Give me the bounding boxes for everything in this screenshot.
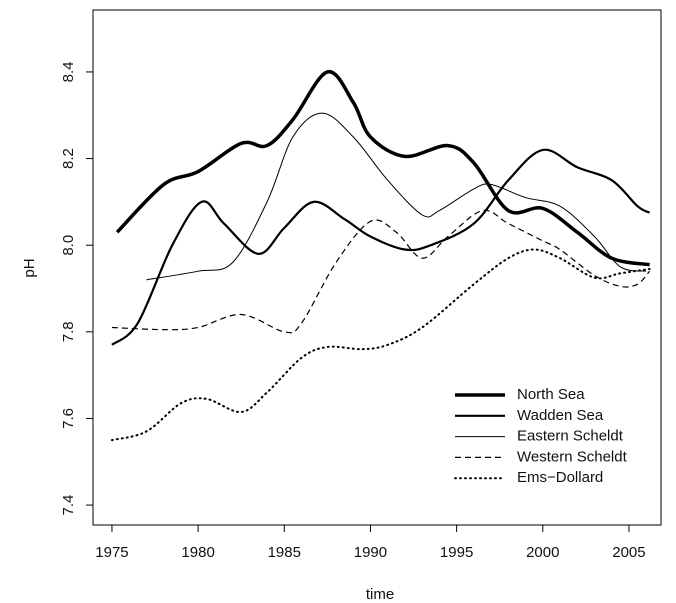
y-tick-label: 7.6 bbox=[60, 408, 77, 429]
y-axis-label: pH bbox=[21, 258, 38, 277]
x-tick-label: 1980 bbox=[181, 544, 214, 561]
legend-label: North Sea bbox=[517, 386, 585, 403]
series-line bbox=[110, 248, 651, 442]
x-tick-label: 1985 bbox=[268, 544, 301, 561]
plot-frame bbox=[92, 9, 662, 526]
x-tick-label: 1990 bbox=[354, 544, 387, 561]
legend-label: Ems−Dollard bbox=[517, 469, 603, 486]
series-line bbox=[115, 70, 650, 267]
y-tick-label: 7.4 bbox=[60, 495, 77, 516]
series-line bbox=[111, 209, 651, 334]
series-line bbox=[146, 112, 647, 281]
x-tick-label: 2005 bbox=[612, 544, 645, 561]
legend-label: Wadden Sea bbox=[517, 407, 604, 424]
legend-label: Eastern Scheldt bbox=[517, 428, 624, 445]
x-tick-label: 2000 bbox=[526, 544, 559, 561]
y-tick-label: 8.2 bbox=[60, 148, 77, 169]
series-line bbox=[111, 148, 651, 346]
y-tick-label: 8.4 bbox=[60, 62, 77, 83]
y-tick-label: 8.0 bbox=[60, 235, 77, 256]
y-tick-label: 7.8 bbox=[60, 321, 77, 342]
x-tick-label: 1975 bbox=[95, 544, 128, 561]
legend-label: Western Scheldt bbox=[517, 448, 628, 465]
x-tick-label: 1995 bbox=[440, 544, 473, 561]
x-axis-label: time bbox=[366, 586, 394, 603]
